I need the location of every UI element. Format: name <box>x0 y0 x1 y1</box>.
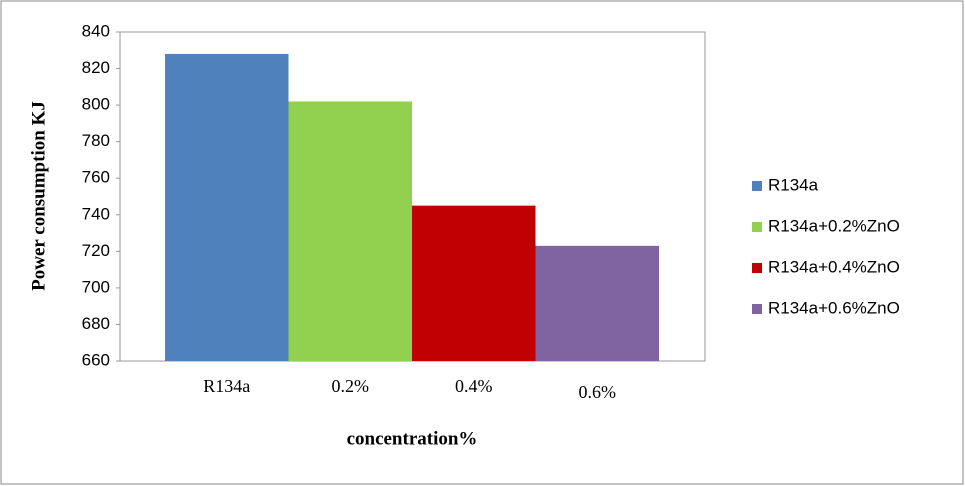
y-tick-label: 680 <box>82 314 110 333</box>
y-tick-label: 720 <box>82 241 110 260</box>
y-tick-label: 760 <box>82 168 110 187</box>
x-tick-label: R134a <box>203 376 250 396</box>
legend-label: R134a+0.2%ZnO <box>768 216 900 235</box>
y-tick-label: 740 <box>82 204 110 223</box>
bar <box>535 245 659 361</box>
legend-label: R134a <box>768 175 819 194</box>
y-tick-label: 780 <box>82 131 110 150</box>
bar <box>288 101 412 361</box>
y-tick-label: 660 <box>82 350 110 369</box>
bar <box>412 205 536 361</box>
y-tick-label: 700 <box>82 277 110 296</box>
legend-swatch <box>752 263 762 273</box>
x-axis-title: concentration% <box>347 428 478 449</box>
y-tick-label: 800 <box>82 95 110 114</box>
y-tick-label: 840 <box>82 21 110 40</box>
x-tick-label: 0.2% <box>332 376 370 396</box>
y-tick-label: 820 <box>82 58 110 77</box>
x-tick-label: 0.6% <box>579 382 617 402</box>
legend-label: R134a+0.6%ZnO <box>768 298 900 317</box>
legend-swatch <box>752 222 762 232</box>
bar <box>165 53 289 361</box>
legend-swatch <box>752 304 762 314</box>
legend-swatch <box>752 181 762 191</box>
legend-label: R134a+0.4%ZnO <box>768 257 900 276</box>
y-axis-title: Power consumption KJ <box>28 101 49 291</box>
x-tick-label: 0.4% <box>455 376 493 396</box>
